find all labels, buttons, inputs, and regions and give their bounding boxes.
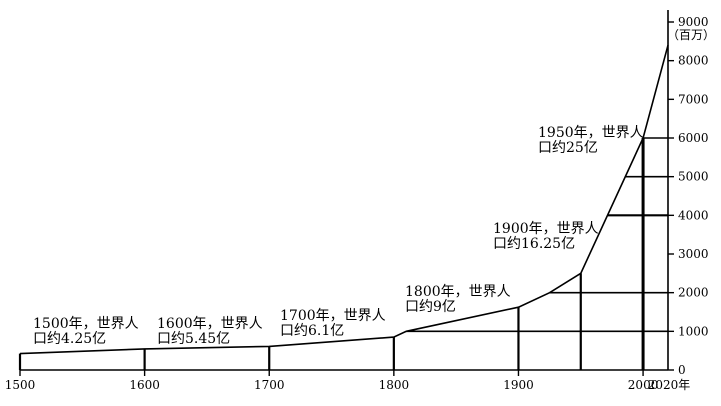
y-tick-label-9000: 9000	[678, 15, 709, 29]
x-tick-label-1600: 1600	[129, 378, 160, 392]
annotation-1600-line2: 口约5.45亿	[157, 331, 230, 347]
annotation-1950-line2: 口约25亿	[538, 140, 598, 156]
y-tick-label-0: 0	[678, 363, 686, 377]
y-tick-label-5000: 5000	[678, 170, 709, 184]
annotation-1900-line1: 1900年，世界人	[493, 221, 599, 237]
y-axis-unit-label: （百万）	[667, 28, 715, 42]
y-tick-label-8000: 8000	[678, 54, 709, 68]
annotation-1700-line1: 1700年，世界人	[280, 308, 386, 324]
x-tick-label-1900: 1900	[503, 378, 534, 392]
x-tick-label-1700: 1700	[254, 378, 285, 392]
y-tick-label-1000: 1000	[678, 324, 709, 338]
y-tick-label-7000: 7000	[678, 92, 709, 106]
annotation-1800-line1: 1800年，世界人	[405, 284, 511, 300]
y-tick-label-2000: 2000	[678, 286, 709, 300]
x-axis-label: 2020年	[648, 378, 691, 392]
annotation-1800-line2: 口约9亿	[405, 299, 456, 315]
y-tick-label-3000: 3000	[678, 247, 709, 261]
annotation-1500-line1: 1500年，世界人	[33, 316, 139, 332]
x-tick-label-1800: 1800	[379, 378, 410, 392]
y-tick-label-6000: 6000	[678, 131, 709, 145]
annotation-1950-line1: 1950年，世界人	[538, 125, 644, 141]
annotation-1900-line2: 口约16.25亿	[493, 236, 575, 252]
population-line	[19, 44, 669, 355]
x-tick-label-2000: 2000	[628, 378, 659, 392]
annotation-1600-line1: 1600年，世界人	[157, 316, 263, 332]
y-tick-label-4000: 4000	[678, 208, 709, 222]
annotation-1500-line2: 口约4.25亿	[33, 331, 106, 347]
x-tick-label-1500: 1500	[5, 378, 36, 392]
annotation-1700-line2: 口约6.1亿	[280, 323, 344, 339]
